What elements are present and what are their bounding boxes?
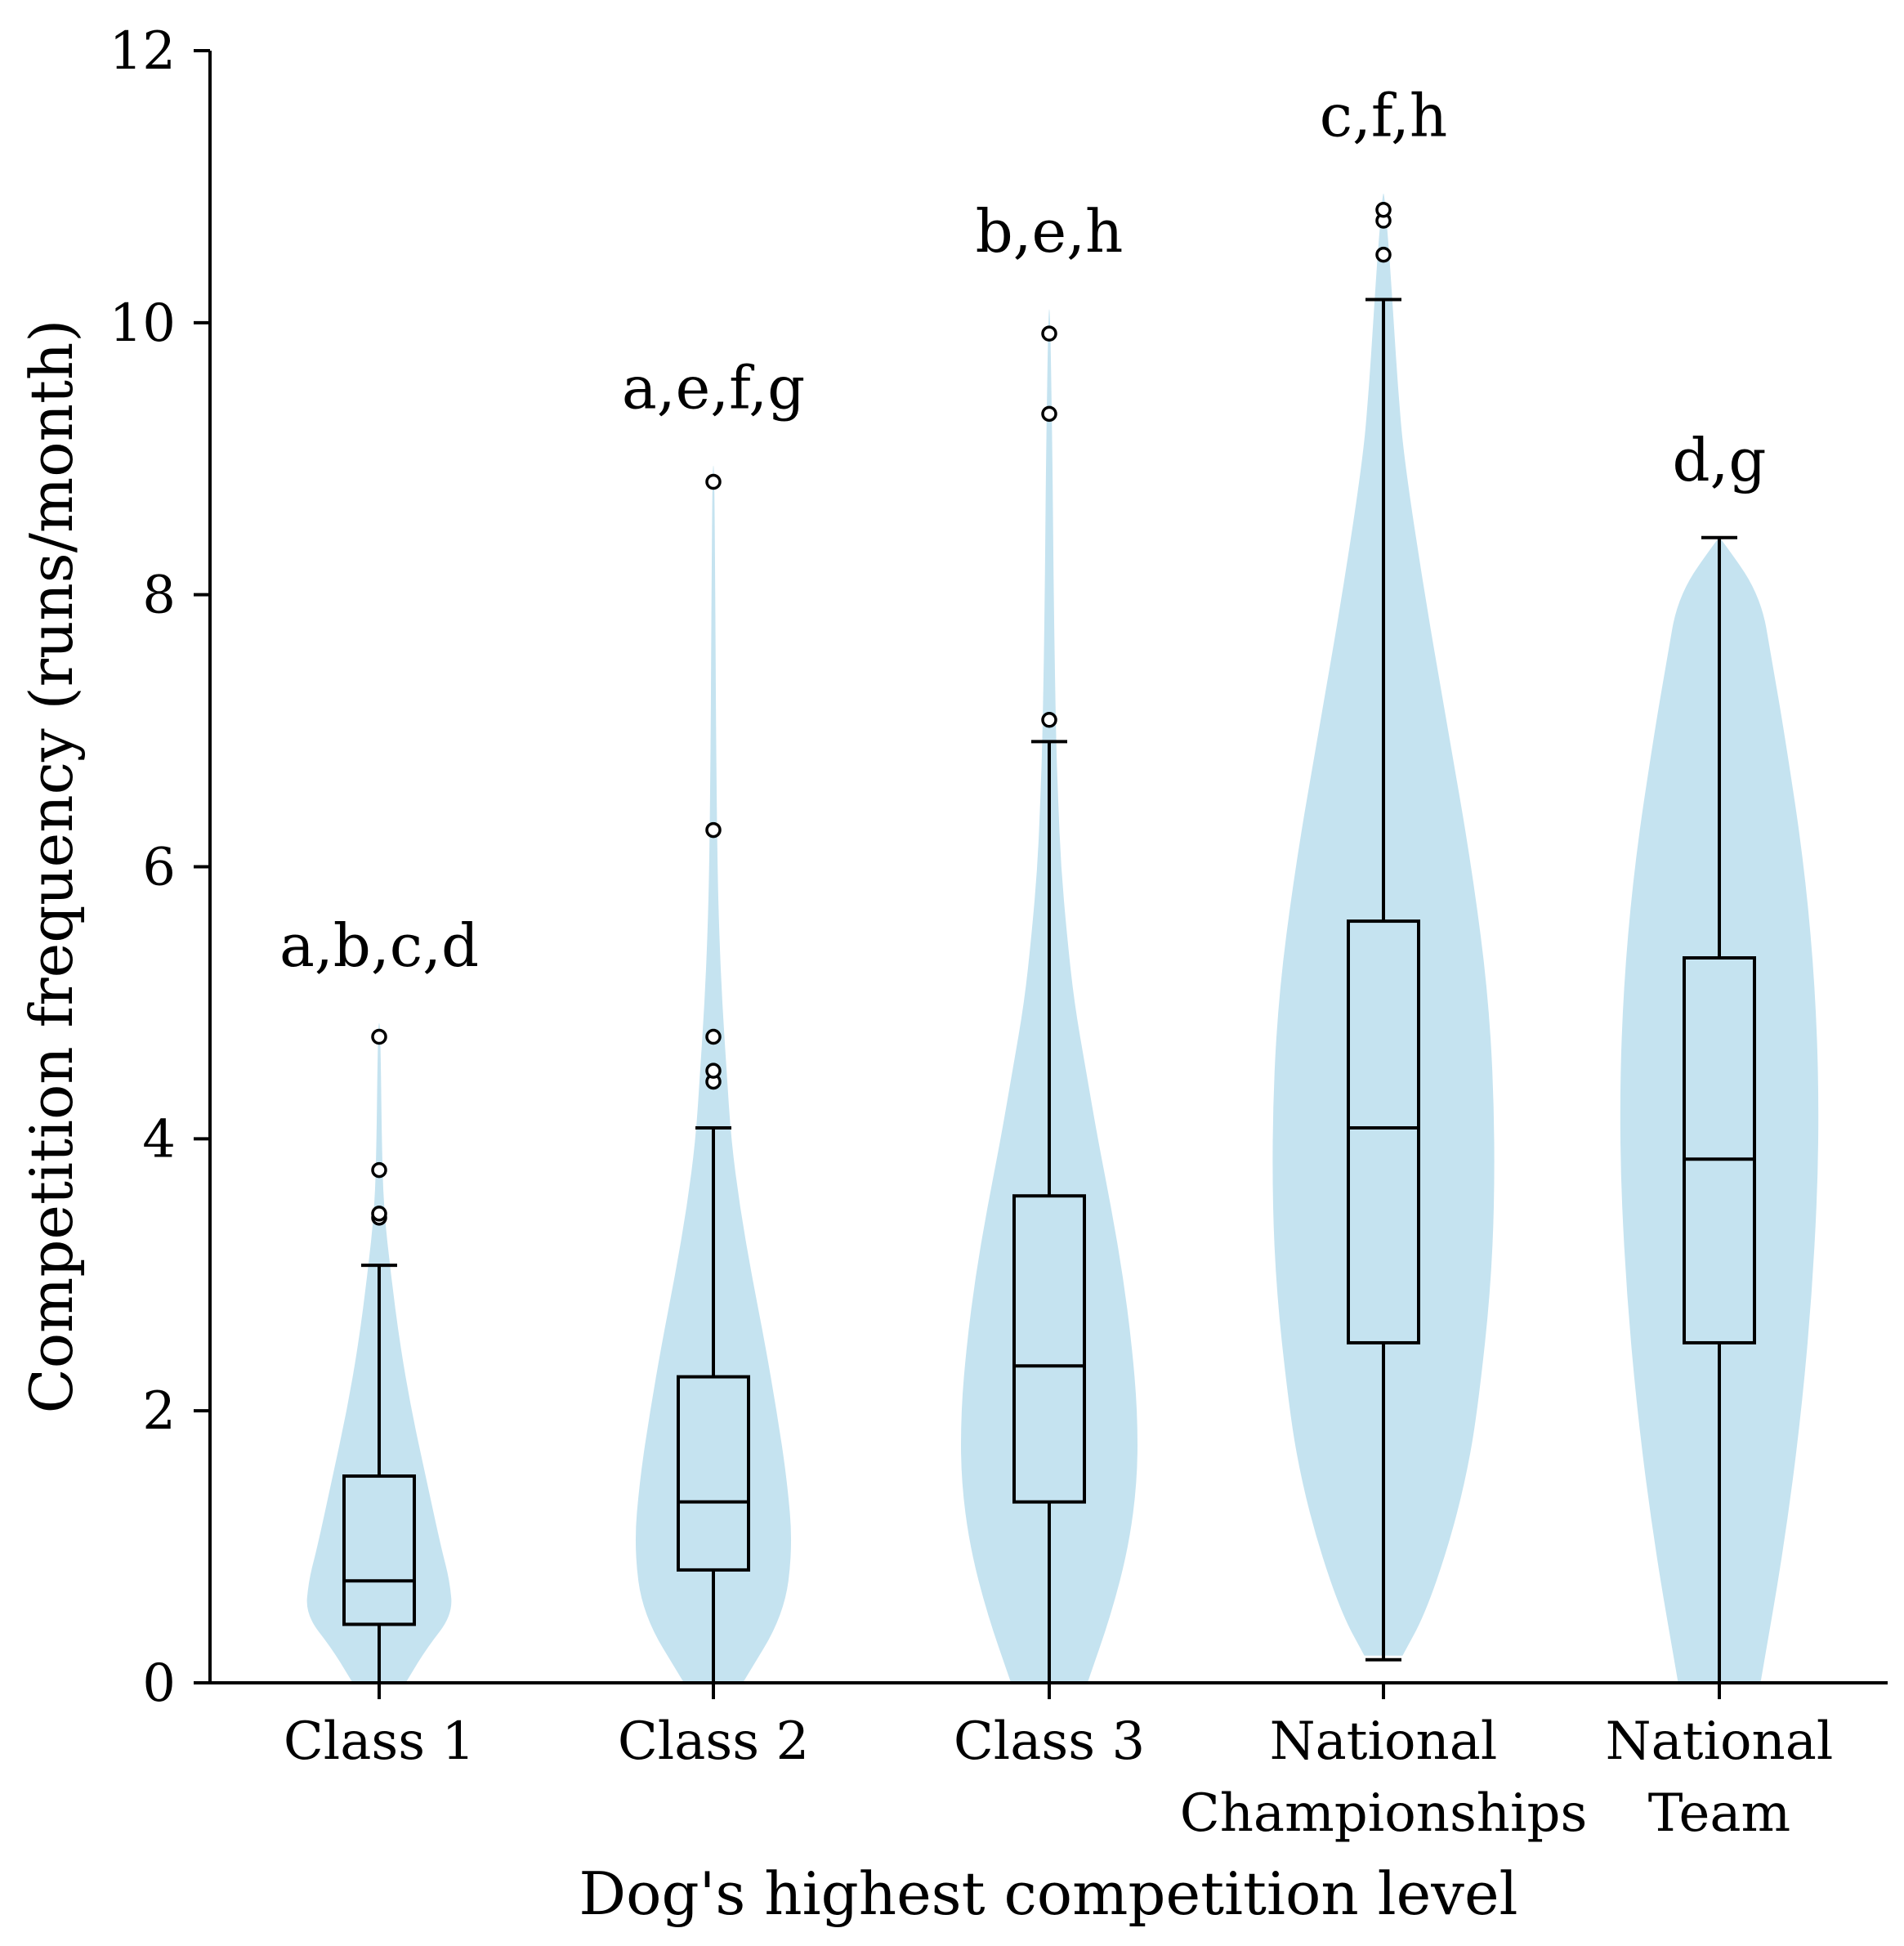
box-plot-layer <box>342 201 1756 1683</box>
x-category-label-national-team: National <box>1606 1711 1834 1772</box>
significance-label-class-1: a,b,c,d <box>279 911 479 980</box>
outlier-point-class-3 <box>1041 325 1057 342</box>
x-category-labels: Class 1 Class 2 Class 3 National Championshi… <box>284 1683 1834 1844</box>
significance-label-class-2: a,e,f,g <box>622 354 805 423</box>
x-category-label-national-team: Team <box>1648 1783 1790 1844</box>
box-national-championships <box>1347 919 1420 1344</box>
x-category-label-national-championships: National <box>1270 1711 1498 1772</box>
outlier-point-class-1 <box>371 1028 387 1045</box>
box-class-1 <box>342 1474 416 1626</box>
y-ticks: 0 2 4 6 8 10 12 <box>110 21 210 1714</box>
outlier-point-class-2 <box>705 1062 722 1079</box>
y-tick-label: 4 <box>142 1109 176 1170</box>
outlier-point-class-3 <box>1041 405 1057 423</box>
y-tick-label: 10 <box>110 293 176 354</box>
outlier-point-class-2 <box>705 1028 722 1045</box>
y-tick-label: 12 <box>110 21 176 82</box>
outlier-point-class-1 <box>371 1206 387 1222</box>
x-category-label-national-championships: Championships <box>1180 1783 1588 1844</box>
x-category-label-class-3: Class 3 <box>954 1711 1145 1772</box>
significance-label-class-3: b,e,h <box>976 197 1124 266</box>
outlier-point-national-championships <box>1375 246 1392 263</box>
box-national-team <box>1683 955 1756 1344</box>
y-tick-label: 8 <box>142 566 176 626</box>
outlier-point-national-championships <box>1375 201 1392 218</box>
significance-labels: a,b,c,d a,e,f,g b,e,h c,f,h d,g <box>279 82 1767 980</box>
outlier-point-class-3 <box>1041 712 1057 728</box>
y-tick-label: 0 <box>142 1653 176 1714</box>
x-category-label-class-1: Class 1 <box>284 1711 475 1772</box>
outlier-point-class-1 <box>371 1161 387 1179</box>
significance-label-national-championships: c,f,h <box>1320 82 1448 150</box>
outlier-point-class-2 <box>705 821 722 839</box>
significance-label-national-team: d,g <box>1672 426 1766 494</box>
box-class-3 <box>1012 1194 1086 1504</box>
y-axis-title: Competition frequency (runs/month) <box>17 320 86 1414</box>
x-axis-title: Dog's highest competition level <box>579 1859 1517 1928</box>
y-tick-label: 2 <box>142 1381 176 1442</box>
outlier-point-class-2 <box>705 473 722 490</box>
y-tick-label: 6 <box>142 838 176 898</box>
box-class-2 <box>677 1375 750 1572</box>
x-category-label-class-2: Class 2 <box>618 1711 809 1772</box>
